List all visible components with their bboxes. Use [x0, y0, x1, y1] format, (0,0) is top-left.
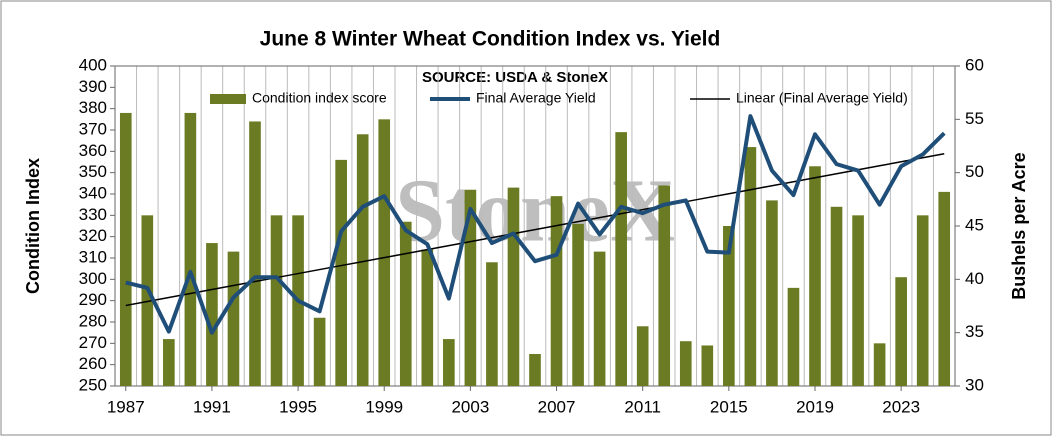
- y-tick-label: 250: [79, 375, 107, 394]
- y2-axis-label: Bushels per Acre: [1009, 152, 1029, 299]
- y2-tick-label: 35: [965, 322, 984, 341]
- bar: [529, 354, 541, 386]
- bar: [852, 215, 864, 386]
- bar: [421, 249, 434, 386]
- y-tick-label: 270: [79, 333, 107, 352]
- x-tick-label: 2015: [710, 397, 748, 416]
- x-tick-label: 2019: [796, 397, 834, 416]
- bar: [507, 187, 520, 386]
- bar: [679, 341, 692, 386]
- bar: [356, 134, 369, 386]
- y-tick-label: 360: [79, 141, 107, 160]
- x-tick-label: 2007: [538, 397, 576, 416]
- bar: [873, 343, 886, 386]
- bar: [206, 243, 218, 386]
- annotation: SOURCE: USDA & StoneX: [422, 69, 608, 86]
- bar: [938, 191, 951, 386]
- bar: [313, 317, 326, 386]
- x-tick-label: 2023: [882, 397, 920, 416]
- bar: [249, 121, 261, 386]
- bar: [184, 112, 197, 386]
- bar: [593, 251, 606, 386]
- x-tick-label: 1995: [279, 397, 317, 416]
- bar: [141, 215, 154, 386]
- y2-tick-label: 55: [965, 109, 984, 128]
- y2-tick-label: 45: [965, 215, 984, 234]
- y-tick-label: 290: [79, 290, 107, 309]
- x-tick-label: 2003: [451, 397, 489, 416]
- bar: [615, 132, 627, 386]
- legend-swatch: [210, 94, 246, 104]
- y-tick-label: 390: [79, 77, 107, 96]
- y-tick-label: 370: [79, 119, 107, 138]
- bar: [701, 345, 714, 386]
- bar: [163, 339, 175, 386]
- bar: [119, 112, 132, 386]
- bar: [636, 326, 649, 386]
- bar: [270, 215, 283, 386]
- y2-tick-label: 60: [965, 55, 984, 74]
- legend-label: Final Average Yield: [476, 90, 596, 106]
- bar: [399, 221, 412, 386]
- bar: [443, 339, 455, 386]
- y-tick-label: 350: [79, 162, 107, 181]
- line: [125, 114, 946, 335]
- x-tick-label: 1987: [107, 397, 145, 416]
- bar: [723, 226, 735, 386]
- bar: [744, 147, 757, 386]
- legend-label: Linear (Final Average Yield): [736, 90, 908, 106]
- trend-line: [125, 153, 945, 307]
- bar: [809, 166, 821, 386]
- bar: [916, 215, 929, 386]
- y2-tick-label: 30: [965, 375, 984, 394]
- bar: [895, 277, 907, 386]
- y-tick-label: 340: [79, 183, 107, 202]
- y-tick-label: 280: [79, 311, 107, 330]
- y-tick-label: 260: [79, 354, 107, 373]
- x-tick-label: 2011: [624, 397, 661, 416]
- bar: [486, 262, 498, 386]
- x-tick-label: 1999: [365, 397, 403, 416]
- bar: [464, 189, 477, 386]
- bar: [766, 200, 778, 386]
- y-tick-label: 310: [79, 247, 107, 266]
- bar: [658, 185, 671, 386]
- watermark: StoneX: [395, 162, 675, 261]
- y-axis-label: Condition Index: [23, 158, 43, 294]
- y2-tick-label: 50: [965, 162, 984, 181]
- bar: [335, 159, 347, 386]
- bar: [378, 119, 391, 386]
- bar: [550, 196, 563, 386]
- y-tick-label: 300: [79, 269, 107, 288]
- x-tick-label: 1991: [193, 397, 231, 416]
- bar: [227, 251, 240, 386]
- y-tick-label: 320: [79, 226, 107, 245]
- y2-tick-label: 40: [965, 269, 984, 288]
- legend-label: Condition index score: [252, 90, 387, 106]
- bar: [787, 287, 800, 386]
- bar: [830, 206, 843, 386]
- y-tick-label: 330: [79, 205, 107, 224]
- chart-title: June 8 Winter Wheat Condition Index vs. …: [260, 28, 721, 51]
- bar: [572, 223, 584, 386]
- y-tick-label: 400: [79, 55, 107, 74]
- y-tick-label: 380: [79, 98, 107, 117]
